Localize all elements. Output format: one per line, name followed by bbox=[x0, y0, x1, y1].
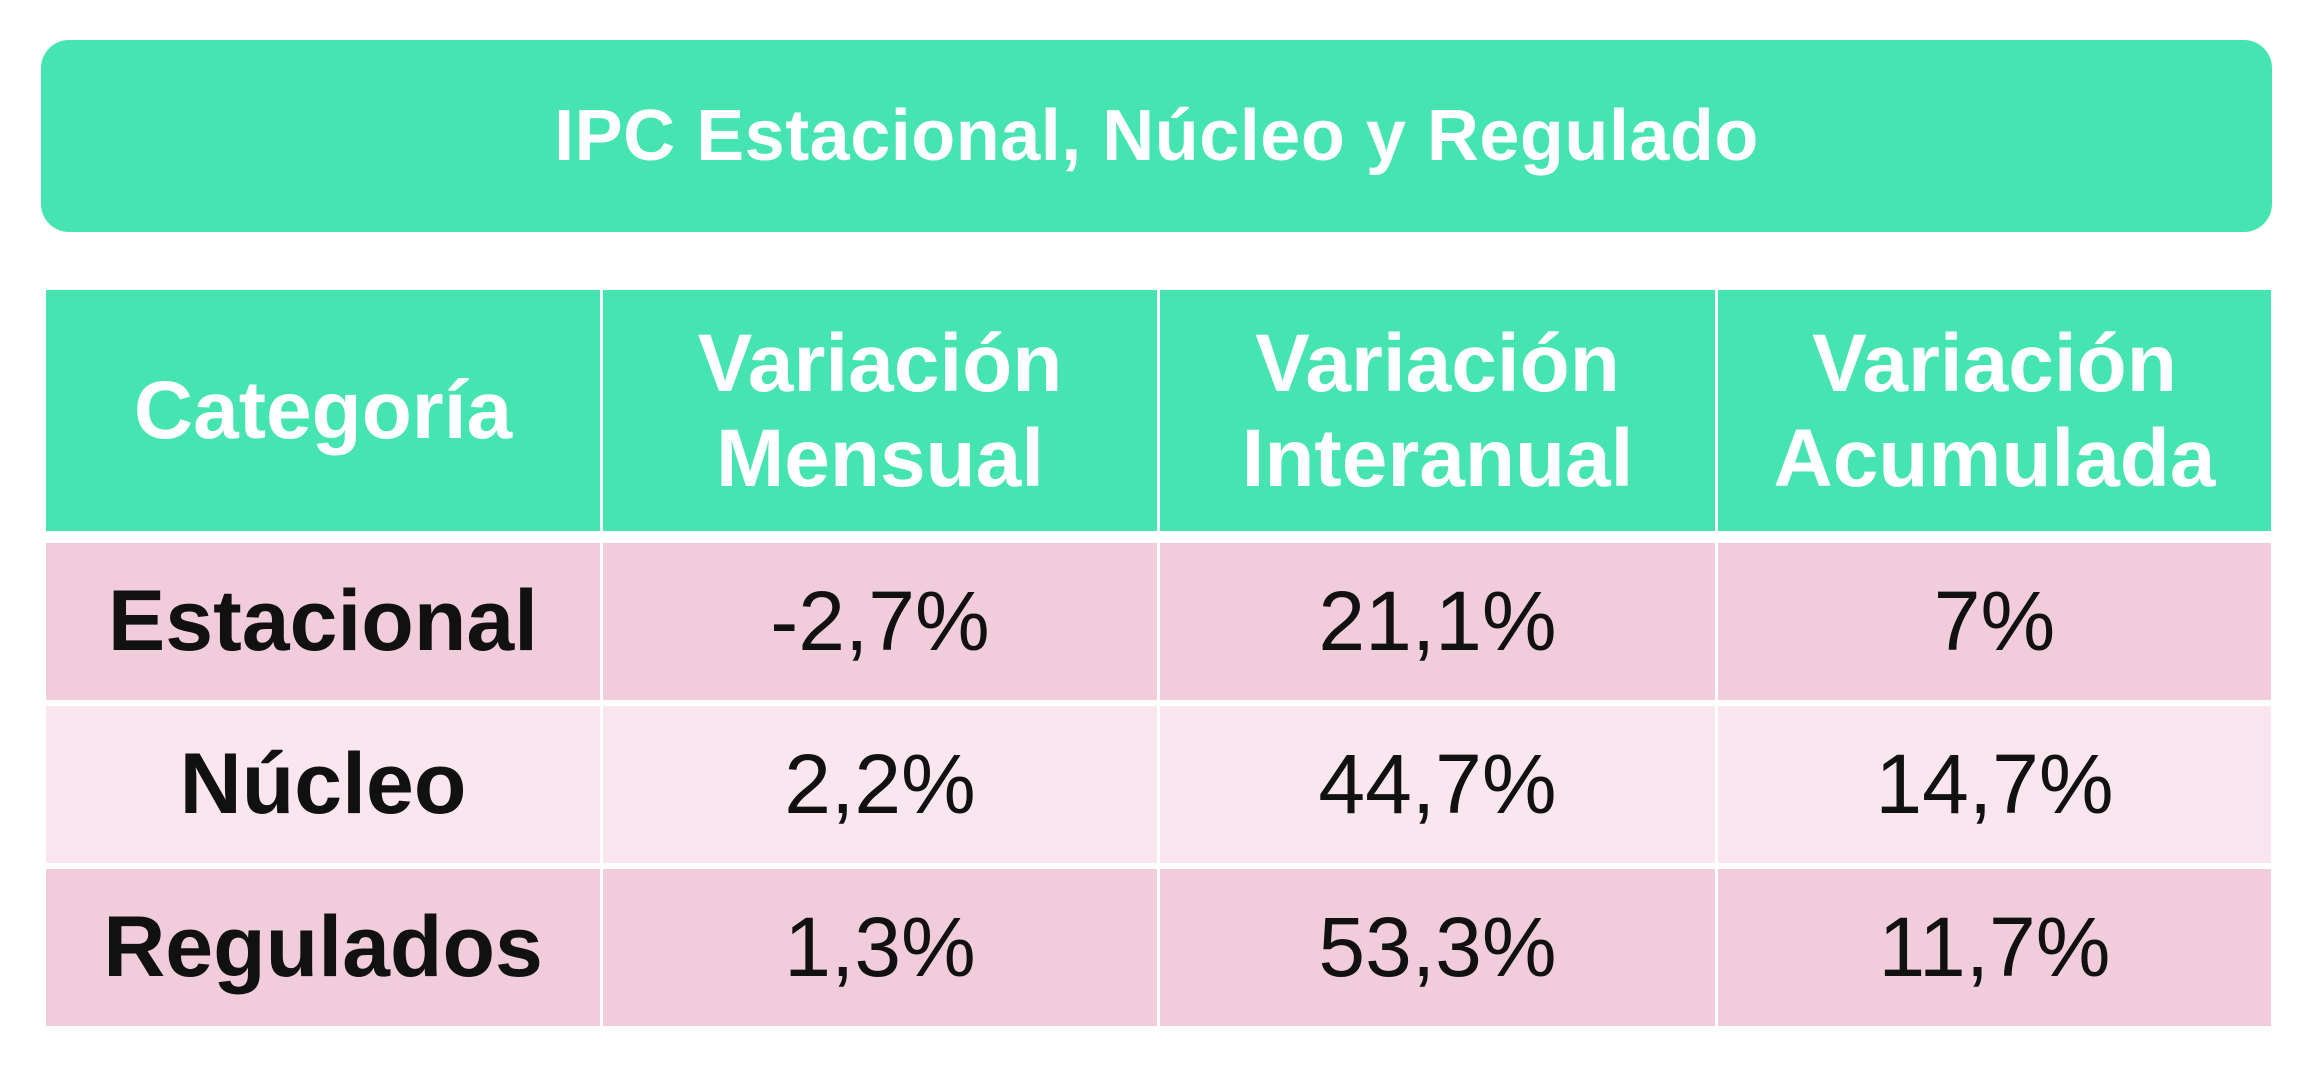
header-interanual-line1: Variación bbox=[1255, 317, 1620, 409]
header-variacion-acumulada: Variación Acumulada bbox=[1718, 290, 2271, 531]
row-regulados-mensual: 1,3% bbox=[603, 869, 1157, 1026]
title-banner: IPC Estacional, Núcleo y Regulado bbox=[41, 40, 2272, 232]
ipc-table: Categoría Variación Mensual Variación In… bbox=[46, 290, 2271, 1032]
row-estacional-acumulada: 7% bbox=[1718, 543, 2271, 700]
row-nucleo-acumulada: 14,7% bbox=[1718, 706, 2271, 863]
header-mensual-line2: Mensual bbox=[715, 412, 1045, 504]
row-nucleo-category: Núcleo bbox=[46, 706, 600, 863]
header-categoria: Categoría bbox=[46, 290, 600, 531]
row-nucleo-mensual: 2,2% bbox=[603, 706, 1157, 863]
row-estacional-interanual: 21,1% bbox=[1160, 543, 1715, 700]
table-title: IPC Estacional, Núcleo y Regulado bbox=[554, 96, 1759, 176]
header-acumulada-line2: Acumulada bbox=[1773, 412, 2216, 504]
row-estacional-category: Estacional bbox=[46, 543, 600, 700]
header-variacion-mensual: Variación Mensual bbox=[603, 290, 1157, 531]
row-estacional-mensual: -2,7% bbox=[603, 543, 1157, 700]
header-categoria-label: Categoría bbox=[133, 365, 513, 456]
row-nucleo-interanual: 44,7% bbox=[1160, 706, 1715, 863]
header-interanual-line2: Interanual bbox=[1241, 412, 1634, 504]
header-mensual-line1: Variación bbox=[697, 317, 1063, 409]
row-regulados-acumulada: 11,7% bbox=[1718, 869, 2271, 1026]
header-variacion-interanual: Variación Interanual bbox=[1160, 290, 1715, 531]
row-regulados-interanual: 53,3% bbox=[1160, 869, 1715, 1026]
header-acumulada-line1: Variación bbox=[1812, 317, 2177, 409]
row-regulados-category: Regulados bbox=[46, 869, 600, 1026]
